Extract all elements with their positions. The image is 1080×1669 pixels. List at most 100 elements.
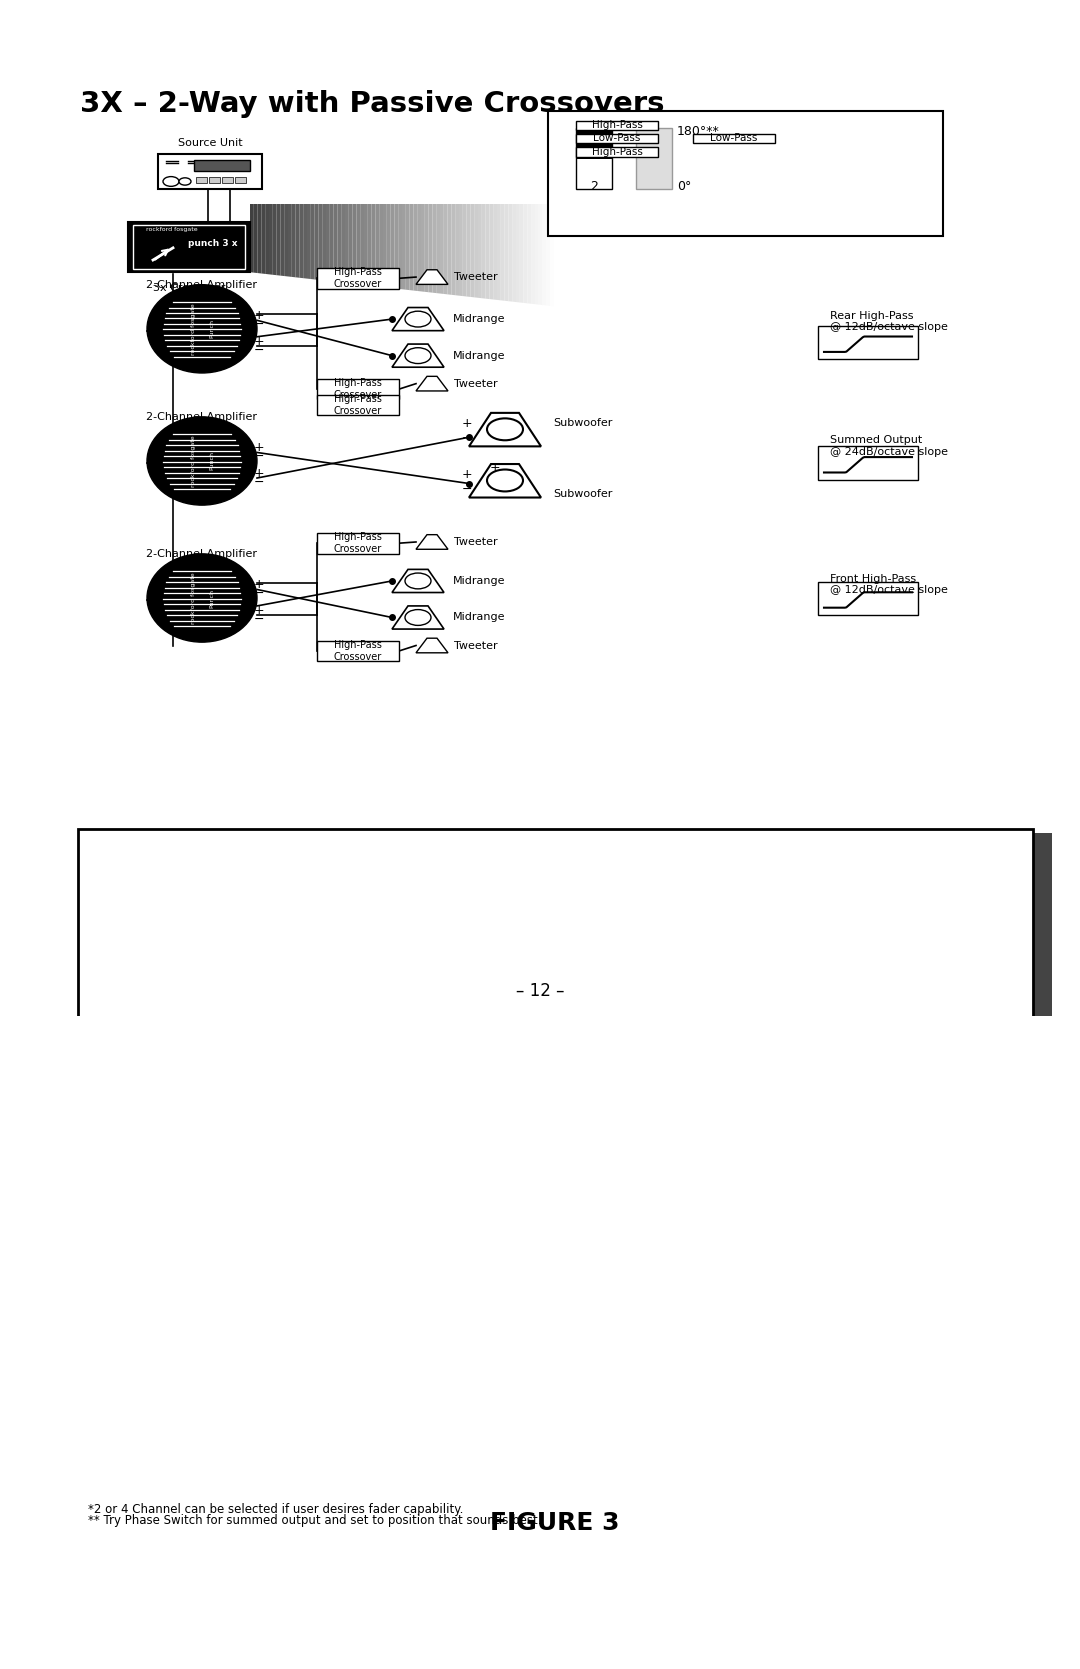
Polygon shape [352,204,356,284]
Text: Tweeter: Tweeter [454,379,498,389]
Ellipse shape [147,554,257,643]
Polygon shape [478,204,482,299]
Polygon shape [451,204,455,295]
Polygon shape [416,534,448,549]
Text: +: + [254,577,265,591]
Polygon shape [261,204,266,274]
Text: +: + [489,461,500,474]
Polygon shape [394,204,399,289]
Polygon shape [494,204,497,300]
Polygon shape [387,204,391,289]
Text: Low-Pass: Low-Pass [593,134,640,144]
Text: rockford fosgate: rockford fosgate [191,436,197,487]
Polygon shape [546,204,550,305]
Text: High-Pass
Crossover: High-Pass Crossover [334,532,382,554]
Bar [195,177,207,182]
Polygon shape [531,204,535,304]
Polygon shape [349,204,352,284]
Polygon shape [322,204,326,280]
Bar [235,177,246,182]
Polygon shape [440,204,444,294]
Polygon shape [296,204,299,277]
Polygon shape [383,204,387,287]
Bar [318,641,399,661]
Text: 0°: 0° [677,180,691,194]
Text: +: + [254,334,265,347]
Polygon shape [266,204,269,274]
Text: −: − [254,613,265,626]
Text: High-Pass
Crossover: High-Pass Crossover [334,639,382,663]
Text: Subwoofer: Subwoofer [553,489,612,499]
Polygon shape [269,204,273,275]
Polygon shape [392,569,444,592]
Polygon shape [414,204,417,290]
Polygon shape [424,204,429,292]
Text: −: − [254,587,265,601]
Bar [693,134,775,144]
Text: +: + [254,441,265,454]
Polygon shape [345,204,349,284]
Polygon shape [459,204,463,295]
Polygon shape [469,464,541,497]
Polygon shape [329,204,334,282]
Text: −: − [254,344,265,357]
Polygon shape [516,204,519,302]
Bar [636,129,672,189]
Polygon shape [391,204,394,289]
Polygon shape [311,204,314,279]
Polygon shape [504,204,509,300]
Polygon shape [372,204,376,287]
Ellipse shape [147,417,257,506]
Polygon shape [337,204,341,282]
Polygon shape [392,344,444,367]
Bar [576,147,658,157]
Polygon shape [249,204,254,272]
Text: rockford fosgate: rockford fosgate [191,304,197,354]
Text: *2 or 4 Channel can be selected if user desires fader capability.: *2 or 4 Channel can be selected if user … [87,1504,463,1517]
Text: Rear High-Pass
@ 12dB/octave slope: Rear High-Pass @ 12dB/octave slope [831,310,948,332]
Text: High-Pass
Crossover: High-Pass Crossover [334,394,382,416]
Polygon shape [455,204,459,295]
Polygon shape [512,204,516,302]
Bar [818,446,918,481]
Polygon shape [416,270,448,284]
Polygon shape [535,204,539,305]
Bar [194,160,249,170]
Polygon shape [273,204,276,275]
Text: Tweeter: Tweeter [454,537,498,547]
Bar [318,379,399,399]
Text: +: + [254,467,265,479]
Bar [210,177,220,182]
Polygon shape [334,204,337,282]
Bar [318,394,399,416]
Polygon shape [482,204,486,299]
Bar [129,222,249,272]
Polygon shape [469,412,541,446]
Polygon shape [509,204,512,302]
Polygon shape [288,204,292,277]
Polygon shape [524,204,527,304]
Bar [548,112,943,237]
Polygon shape [429,204,432,292]
Polygon shape [379,204,383,287]
Text: −: − [462,482,472,496]
Text: 4*: 4* [586,125,602,139]
Polygon shape [319,204,322,280]
Text: Punch: Punch [210,452,215,471]
Polygon shape [258,204,261,274]
Circle shape [487,419,523,441]
Polygon shape [402,204,406,290]
Bar [318,269,399,289]
Text: −: − [254,451,265,464]
Text: 3X – 2-Way with Passive Crossovers: 3X – 2-Way with Passive Crossovers [80,90,664,118]
Polygon shape [376,204,379,287]
Text: ** Try Phase Switch for summed output and set to position that sounds best.: ** Try Phase Switch for summed output an… [87,1514,541,1527]
Text: rockford fosgate: rockford fosgate [191,572,197,624]
Polygon shape [299,204,303,279]
Polygon shape [417,204,421,292]
Text: +: + [461,417,472,431]
Text: High-Pass: High-Pass [592,120,643,130]
Text: −: − [462,432,472,446]
Polygon shape [361,204,364,285]
Polygon shape [539,204,542,305]
